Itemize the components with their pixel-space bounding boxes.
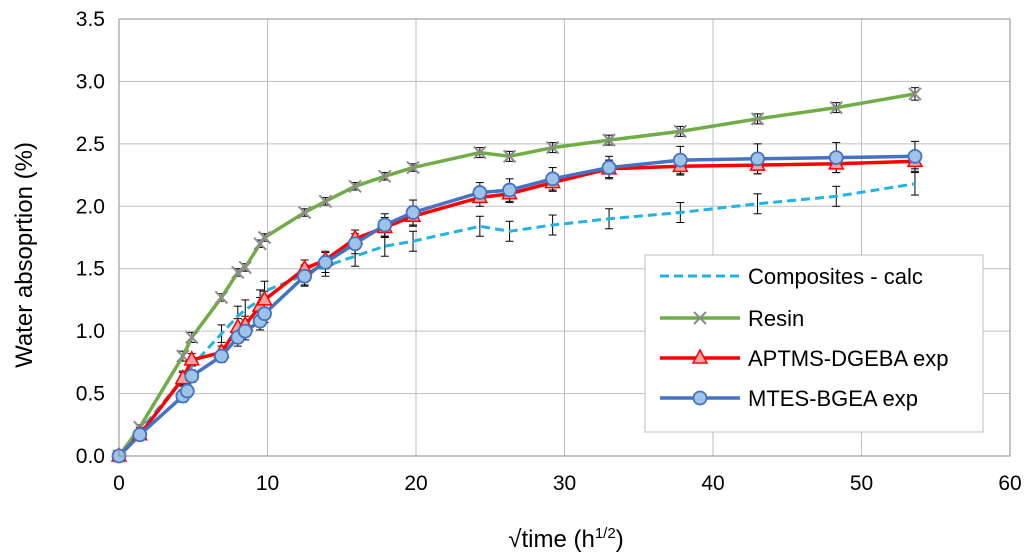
x-marker-stroke <box>502 149 517 164</box>
y-tick-label: 2.0 <box>76 195 105 218</box>
x-axis-title-main: √time (h <box>508 526 595 553</box>
x-marker-stroke <box>829 100 843 115</box>
x-marker-stroke <box>750 112 765 126</box>
x-marker-stroke <box>185 330 199 345</box>
circle-marker <box>132 427 148 443</box>
circle-marker <box>692 390 708 406</box>
circle-marker <box>214 348 229 364</box>
x-tick-label: 10 <box>256 472 279 495</box>
legend: Composites - calc Resin APTMS-DGEBA exp MTE… <box>644 254 984 433</box>
series-line-1 <box>117 92 916 458</box>
triangle-marker <box>256 290 273 306</box>
circle-marker <box>750 151 765 167</box>
legend-label: MTES-BGEA exp <box>748 386 918 411</box>
x-marker-stroke <box>238 260 252 275</box>
circle-marker <box>257 306 272 322</box>
x-marker-stroke <box>602 133 616 147</box>
x-marker-stroke <box>257 230 272 245</box>
x-marker-stroke <box>214 290 229 305</box>
resin-x-marker <box>257 230 272 245</box>
circle-marker <box>318 255 333 270</box>
x-marker-stroke <box>297 205 312 220</box>
x-marker-stroke <box>231 265 245 280</box>
series-line-2 <box>117 159 916 458</box>
circle-marker <box>405 205 421 220</box>
y-tick-label: 2.5 <box>76 133 105 156</box>
x-marker-stroke <box>176 349 190 363</box>
y-tick-label: 3.0 <box>76 70 105 93</box>
circle-marker <box>237 323 253 339</box>
circle-marker <box>672 152 688 168</box>
resin-x-marker <box>545 140 560 155</box>
circle-marker <box>472 185 488 200</box>
resin-x-marker <box>185 330 199 345</box>
legend-label: Resin <box>748 306 804 331</box>
resin-x-marker <box>693 311 707 325</box>
circle-marker <box>907 148 923 164</box>
x-tick-label: 0 <box>113 472 125 495</box>
resin-x-marker <box>602 133 616 147</box>
resin-x-marker <box>829 100 843 115</box>
x-tick-labels: 0 10 20 30 40 50 60 <box>113 472 1022 495</box>
x-marker-stroke <box>406 160 420 175</box>
x-marker-stroke <box>253 237 267 251</box>
y-tick-label: 3.5 <box>76 8 105 31</box>
series-line-0 <box>117 182 916 457</box>
circle-marker <box>297 268 313 284</box>
y-tick-label: 1.0 <box>76 320 105 343</box>
resin-x-marker <box>231 265 245 280</box>
triangle-marker <box>183 350 201 366</box>
legend-label: APTMS-DGEBA exp <box>748 346 949 371</box>
x-tick-label: 40 <box>701 472 724 495</box>
resin-x-marker <box>673 124 688 139</box>
x-axis-title-superscript: 1/2 <box>595 525 616 542</box>
circle-marker <box>377 217 393 233</box>
x-axis-title-end: ) <box>616 526 624 553</box>
circle-marker <box>502 182 517 198</box>
series-markers <box>110 87 924 464</box>
resin-x-marker <box>214 290 229 305</box>
x-tick-label: 30 <box>553 472 576 495</box>
resin-x-marker <box>473 145 487 160</box>
resin-x-marker <box>908 87 922 101</box>
resin-x-marker <box>318 194 333 208</box>
resin-x-marker <box>348 179 362 194</box>
resin-x-marker <box>406 160 420 175</box>
circle-marker <box>184 368 200 384</box>
x-tick-label: 60 <box>998 472 1021 495</box>
resin-x-marker <box>297 205 312 220</box>
error-bar <box>753 193 762 215</box>
error-bar <box>475 215 484 237</box>
resin-x-marker <box>238 260 252 275</box>
y-tick-label: 0.5 <box>76 383 105 406</box>
resin-x-marker <box>502 149 517 164</box>
circle-marker <box>179 383 195 399</box>
y-axis-title: Water absoprtion (%) <box>11 142 38 368</box>
circle-marker <box>545 171 561 187</box>
x-marker-stroke <box>693 311 707 325</box>
x-marker-stroke <box>908 87 922 101</box>
triangle-marker <box>691 348 709 364</box>
circle-marker <box>347 236 363 252</box>
x-marker-stroke <box>545 140 560 155</box>
x-tick-label: 50 <box>850 472 873 495</box>
y-tick-label: 1.5 <box>76 258 105 281</box>
legend-label: Composites - calc <box>748 264 923 289</box>
x-axis-title: √time (h1/2) <box>508 525 623 553</box>
resin-x-marker <box>750 112 765 126</box>
x-marker-stroke <box>348 179 362 194</box>
x-marker-stroke <box>318 194 333 208</box>
x-marker-stroke <box>378 169 392 184</box>
circle-marker <box>601 160 617 175</box>
x-tick-label: 20 <box>404 472 427 495</box>
y-tick-label: 0.0 <box>76 445 105 468</box>
resin-x-marker <box>378 169 392 184</box>
y-tick-labels: 0.0 0.5 1.0 1.5 2.0 2.5 3.0 3.5 <box>76 8 105 468</box>
x-marker-stroke <box>473 145 487 160</box>
resin-x-marker <box>253 237 267 251</box>
circle-marker <box>828 150 844 165</box>
x-marker-stroke <box>673 124 688 139</box>
plot-area <box>118 18 1011 457</box>
